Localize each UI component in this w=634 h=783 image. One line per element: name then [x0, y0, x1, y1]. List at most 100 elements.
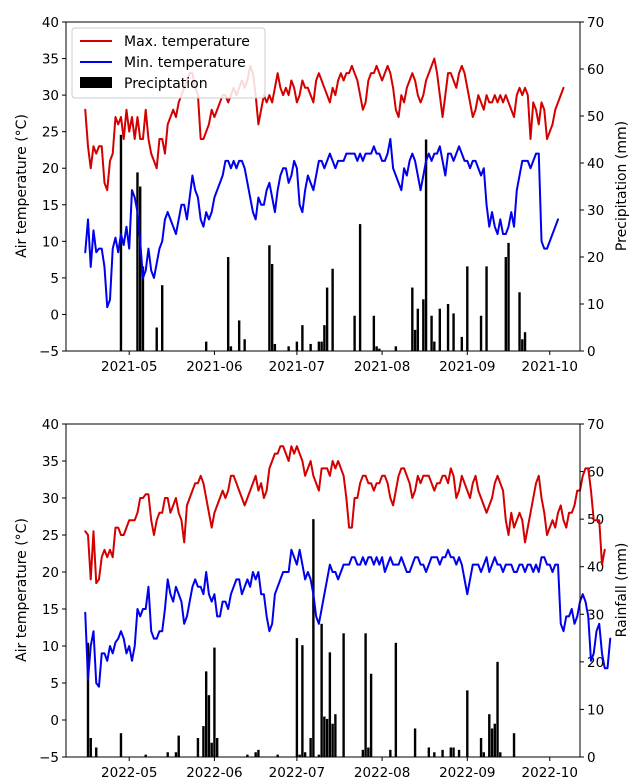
y-right-tick-label: 60	[587, 62, 604, 78]
precip-bar	[119, 134, 123, 351]
precip-bar	[413, 329, 417, 351]
precip-bar	[177, 735, 180, 757]
precip-bar	[358, 224, 362, 351]
y-right-tick-label: 70	[587, 417, 604, 433]
precip-bar	[323, 325, 326, 351]
precip-bar	[331, 723, 334, 757]
x-tick-label: 2022-07	[269, 765, 325, 781]
precip-bar	[504, 257, 507, 351]
precip-bar	[353, 315, 356, 351]
x-ticks: 2021-05 2021-06 2021-07 2021-08 2021-09 2021-…	[101, 351, 578, 375]
min-temperature-line	[84, 548, 612, 688]
precip-bar	[301, 645, 304, 757]
legend-max-label: Max. temperature	[124, 34, 250, 50]
precip-bar	[482, 752, 485, 757]
legend-min-label: Min. temperature	[124, 55, 246, 71]
precip-bar	[323, 716, 326, 757]
precip-bar	[512, 733, 516, 757]
precip-bar	[361, 749, 365, 757]
max-temperature-line	[84, 57, 565, 192]
precip-bar	[507, 242, 510, 351]
precip-bar	[86, 642, 90, 757]
precip-bar	[312, 519, 315, 757]
precip-bar	[518, 292, 521, 351]
legend: Max. temperature Min. temperature Precip…	[71, 27, 266, 99]
y-left-tick-label: 5	[50, 676, 59, 692]
precip-bar	[369, 673, 373, 757]
y-left-tick-label: 25	[42, 528, 59, 544]
precip-bar	[488, 714, 491, 757]
precip-bar	[411, 287, 414, 351]
precip-bar	[452, 313, 455, 351]
y-left-tick-label: 30	[42, 88, 59, 104]
y-right-tick-label: 40	[587, 560, 604, 576]
precip-bar	[254, 752, 257, 757]
precip-bar	[433, 752, 436, 757]
y-left-tick-label: −5	[39, 344, 59, 360]
precip-bar	[433, 341, 436, 351]
precip-bar	[303, 752, 307, 757]
precip-bar	[119, 733, 123, 757]
precip-bar	[499, 752, 502, 757]
precip-bar	[446, 304, 450, 351]
precip-bar	[268, 245, 271, 351]
y-left-tick-label: 0	[50, 713, 59, 729]
y-right-tick-label: 20	[587, 250, 604, 266]
precip-bar	[441, 749, 444, 757]
y-left-label: Air temperature (°C)	[14, 114, 30, 258]
precip-bar	[298, 754, 301, 757]
min-temperature-line-group	[84, 548, 612, 688]
precip-bar	[485, 266, 488, 351]
x-tick-label: 2021-08	[354, 359, 410, 375]
y-left-tick-label: 25	[42, 125, 59, 141]
plot-frame	[65, 423, 581, 758]
precip-bar	[378, 348, 381, 351]
precip-bar	[139, 186, 142, 351]
y-right-tick-label: 10	[587, 702, 604, 718]
y-left-tick-label: 40	[42, 417, 59, 433]
precip-bar	[204, 341, 208, 351]
precip-bar	[309, 737, 312, 757]
x-tick-label: 2021-07	[269, 359, 325, 375]
y-right-tick-label: 30	[587, 203, 604, 219]
y-right-label: Precipitation (mm)	[614, 121, 630, 251]
precip-bar	[229, 346, 233, 351]
max-temperature-line-group	[84, 57, 565, 192]
precip-bar	[430, 315, 433, 351]
precip-bar	[466, 266, 469, 351]
y-left-tick-label: 20	[42, 161, 59, 177]
precip-bar	[479, 315, 483, 351]
max-temperature-line-group	[84, 445, 606, 585]
precip-bar	[523, 332, 527, 351]
y-left-tick-label: −5	[39, 750, 59, 766]
legend-precip-label: Preciptation	[124, 76, 208, 92]
precip-bar	[309, 343, 312, 351]
precip-bar	[89, 737, 92, 757]
max-temperature-line	[84, 445, 606, 585]
y-right-label: Rainfall (mm)	[614, 543, 630, 638]
x-tick-label: 2021-05	[101, 359, 157, 375]
legend-box	[71, 27, 266, 99]
precip-bar	[226, 257, 230, 351]
precip-bar	[210, 742, 213, 757]
y-left-tick-label: 35	[42, 454, 59, 470]
precip-bar	[276, 754, 279, 757]
precip-bar	[320, 623, 323, 757]
precip-bar	[287, 346, 290, 351]
precip-bar	[215, 737, 219, 757]
precip-bar	[270, 264, 274, 351]
precip-bar	[438, 308, 442, 351]
precip-bar	[95, 747, 98, 757]
precip-bar	[144, 754, 147, 757]
precip-bar	[331, 268, 334, 351]
y-left-tick-label: 30	[42, 491, 59, 507]
y-right-tick-label: 50	[587, 109, 604, 125]
x-tick-label: 2022-10	[522, 765, 578, 781]
precip-bar	[196, 737, 200, 757]
precip-bar	[364, 633, 367, 757]
y-right-tick-label: 10	[587, 297, 604, 313]
y-left-tick-label: 10	[42, 234, 59, 250]
y-right-tick-label: 0	[587, 750, 596, 766]
